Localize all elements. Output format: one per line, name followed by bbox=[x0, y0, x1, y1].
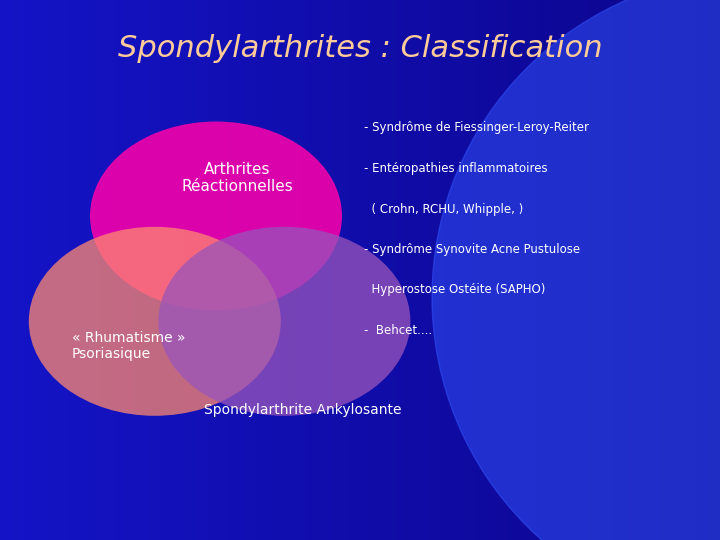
Circle shape bbox=[29, 227, 281, 416]
Text: ( Crohn, RCHU, Whipple, ): ( Crohn, RCHU, Whipple, ) bbox=[364, 202, 523, 215]
Text: - Syndrôme de Fiessinger-Leroy-Reiter: - Syndrôme de Fiessinger-Leroy-Reiter bbox=[364, 122, 589, 134]
Text: Spondylarthrite Ankylosante: Spondylarthrite Ankylosante bbox=[204, 403, 401, 417]
Text: -  Behcet....: - Behcet.... bbox=[364, 324, 432, 337]
Text: - Entéropathies inflammatoires: - Entéropathies inflammatoires bbox=[364, 162, 547, 175]
Text: - Syndrôme Synovite Acne Pustulose: - Syndrôme Synovite Acne Pustulose bbox=[364, 243, 580, 256]
Text: « Rhumatisme »
Psoriasique: « Rhumatisme » Psoriasique bbox=[72, 330, 186, 361]
Ellipse shape bbox=[432, 0, 720, 540]
Text: Arthrites
Réactionnelles: Arthrites Réactionnelles bbox=[181, 162, 294, 194]
Text: Hyperostose Ostéite (SAPHO): Hyperostose Ostéite (SAPHO) bbox=[364, 284, 545, 296]
Text: Spondylarthrites : Classification: Spondylarthrites : Classification bbox=[117, 34, 603, 63]
Circle shape bbox=[90, 122, 342, 310]
Circle shape bbox=[158, 227, 410, 416]
